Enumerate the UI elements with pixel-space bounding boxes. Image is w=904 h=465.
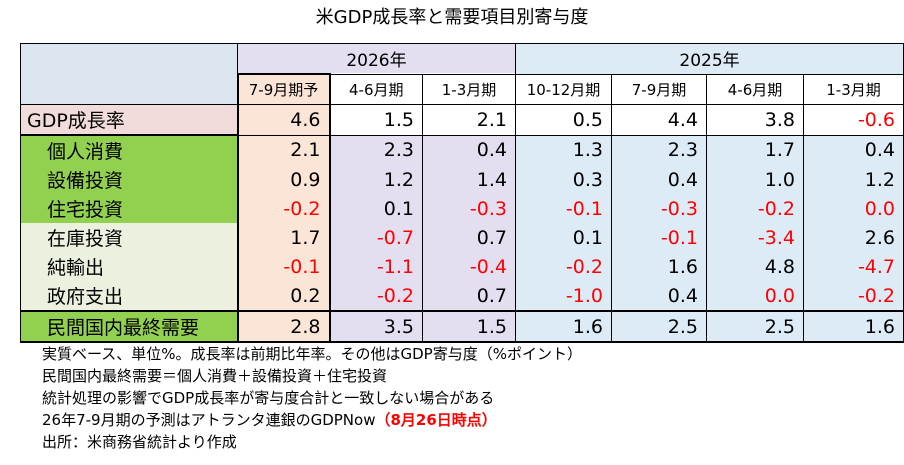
- cell-value: 0.5: [515, 104, 612, 136]
- cell-value: 1.7: [706, 134, 804, 165]
- cell-value: -3.4: [706, 223, 804, 252]
- cell-value: 1.5: [422, 310, 516, 343]
- cell-value: 0.4: [611, 281, 707, 312]
- header-quarter: 7-9月期予: [236, 73, 331, 105]
- cell-value: 0.1: [515, 223, 612, 252]
- note-line: 統計処理の影響でGDP成長率が寄与度合計と一致しない場合がある: [42, 389, 495, 407]
- cell-value: 0.7: [422, 281, 516, 312]
- page-title: 米GDP成長率と需要項目別寄与度: [315, 7, 589, 28]
- note-line: 出所：米商務省統計より作成: [42, 433, 237, 451]
- header-year-2026: 2026年: [237, 43, 516, 75]
- row-label: 設備投資: [20, 165, 238, 194]
- cell-value: 0.2: [236, 281, 331, 312]
- row-label: 個人消費: [20, 134, 238, 165]
- cell-value: 0.4: [611, 165, 707, 194]
- cell-value: -0.2: [802, 281, 904, 312]
- header-quarter: 4-6月期: [329, 73, 423, 105]
- cell-value: -0.2: [515, 252, 612, 281]
- cell-value: 1.6: [611, 252, 707, 281]
- header-year-2025: 2025年: [514, 43, 904, 75]
- note-line: 26年7-9月期の予測はアトランタ連銀のGDPNow（8月26日時点）: [42, 409, 582, 431]
- cell-value: 0.4: [802, 134, 904, 165]
- cell-value: 4.4: [611, 104, 707, 136]
- row-label: 政府支出: [20, 281, 238, 312]
- cell-value: 1.6: [515, 310, 612, 343]
- header-corner: [20, 43, 238, 105]
- cell-value: 1.2: [802, 165, 904, 194]
- cell-value: 0.7: [422, 223, 516, 252]
- cell-value: 4.8: [706, 252, 804, 281]
- cell-value: 1.6: [802, 310, 904, 343]
- cell-value: -0.2: [706, 194, 804, 223]
- gdp-table: 2026年 2025年 7-9月期予 4-6月期 1-3月期 10-12月期 7…: [20, 43, 904, 343]
- cell-value: 4.6: [236, 104, 331, 136]
- cell-value: -0.1: [515, 194, 612, 223]
- cell-value: -4.7: [802, 252, 904, 281]
- cell-value: 3.5: [329, 310, 423, 343]
- cell-value: 0.0: [802, 194, 904, 223]
- cell-value: -0.1: [236, 252, 331, 281]
- notes: 実質ベース、単位%。成長率は前期比年率。その他はGDP寄与度（%ポイント） 民間…: [42, 343, 582, 453]
- cell-value: 2.8: [236, 310, 331, 343]
- cell-value: -1.1: [329, 252, 423, 281]
- note-highlight: （8月26日時点）: [375, 411, 497, 429]
- row-label: 純輸出: [20, 252, 238, 281]
- row-label: 民間国内最終需要: [20, 310, 238, 343]
- table-row: GDP成長率 4.6 1.5 2.1 0.5 4.4 3.8 -0.6: [20, 104, 904, 136]
- row-label: GDP成長率: [20, 104, 238, 136]
- cell-value: -0.3: [611, 194, 707, 223]
- cell-value: 1.7: [236, 223, 331, 252]
- table-row: 設備投資 0.9 1.2 1.4 0.3 0.4 1.0 1.2: [20, 165, 904, 194]
- header-quarter: 1-3月期: [802, 73, 904, 105]
- cell-value: 2.5: [611, 310, 707, 343]
- cell-value: 1.0: [706, 165, 804, 194]
- note-line: 民間国内最終需要＝個人消費＋設備投資＋住宅投資: [42, 367, 388, 385]
- cell-value: -0.4: [422, 252, 516, 281]
- table-row: 純輸出 -0.1 -1.1 -0.4 -0.2 1.6 4.8 -4.7: [20, 252, 904, 281]
- cell-value: 1.5: [329, 104, 423, 136]
- cell-value: 2.6: [802, 223, 904, 252]
- cell-value: 0.0: [706, 281, 804, 312]
- row-label: 在庫投資: [20, 223, 238, 252]
- table-row: 民間国内最終需要 2.8 3.5 1.5 1.6 2.5 2.5 1.6: [20, 310, 904, 343]
- cell-value: -0.7: [329, 223, 423, 252]
- table-row: 個人消費 2.1 2.3 0.4 1.3 2.3 1.7 0.4: [20, 134, 904, 165]
- cell-value: 0.1: [329, 194, 423, 223]
- header-quarter: 4-6月期: [706, 73, 804, 105]
- header-quarter: 1-3月期: [422, 73, 516, 105]
- cell-value: 1.2: [329, 165, 423, 194]
- cell-value: -1.0: [515, 281, 612, 312]
- cell-value: -0.6: [802, 104, 904, 136]
- row-label: 住宅投資: [20, 194, 238, 223]
- note-line: 実質ベース、単位%。成長率は前期比年率。その他はGDP寄与度（%ポイント）: [42, 345, 582, 363]
- cell-value: 1.3: [515, 134, 612, 165]
- note-text: 26年7-9月期の予測はアトランタ連銀のGDPNow: [42, 411, 376, 429]
- cell-value: 0.4: [422, 134, 516, 165]
- table-row: 住宅投資 -0.2 0.1 -0.3 -0.1 -0.3 -0.2 0.0: [20, 194, 904, 223]
- cell-value: 0.3: [515, 165, 612, 194]
- header-quarter: 7-9月期: [611, 73, 707, 105]
- cell-value: -0.2: [236, 194, 331, 223]
- cell-value: 0.9: [236, 165, 331, 194]
- cell-value: 2.3: [329, 134, 423, 165]
- cell-value: 2.3: [611, 134, 707, 165]
- cell-value: 2.1: [422, 104, 516, 136]
- cell-value: -0.2: [329, 281, 423, 312]
- table-row: 在庫投資 1.7 -0.7 0.7 0.1 -0.1 -3.4 2.6: [20, 223, 904, 252]
- header-quarter: 10-12月期: [515, 73, 612, 105]
- cell-value: -0.1: [611, 223, 707, 252]
- cell-value: 2.5: [706, 310, 804, 343]
- cell-value: -0.3: [422, 194, 516, 223]
- cell-value: 3.8: [706, 104, 804, 136]
- table-row: 政府支出 0.2 -0.2 0.7 -1.0 0.4 0.0 -0.2: [20, 281, 904, 312]
- cell-value: 2.1: [236, 134, 331, 165]
- cell-value: 1.4: [422, 165, 516, 194]
